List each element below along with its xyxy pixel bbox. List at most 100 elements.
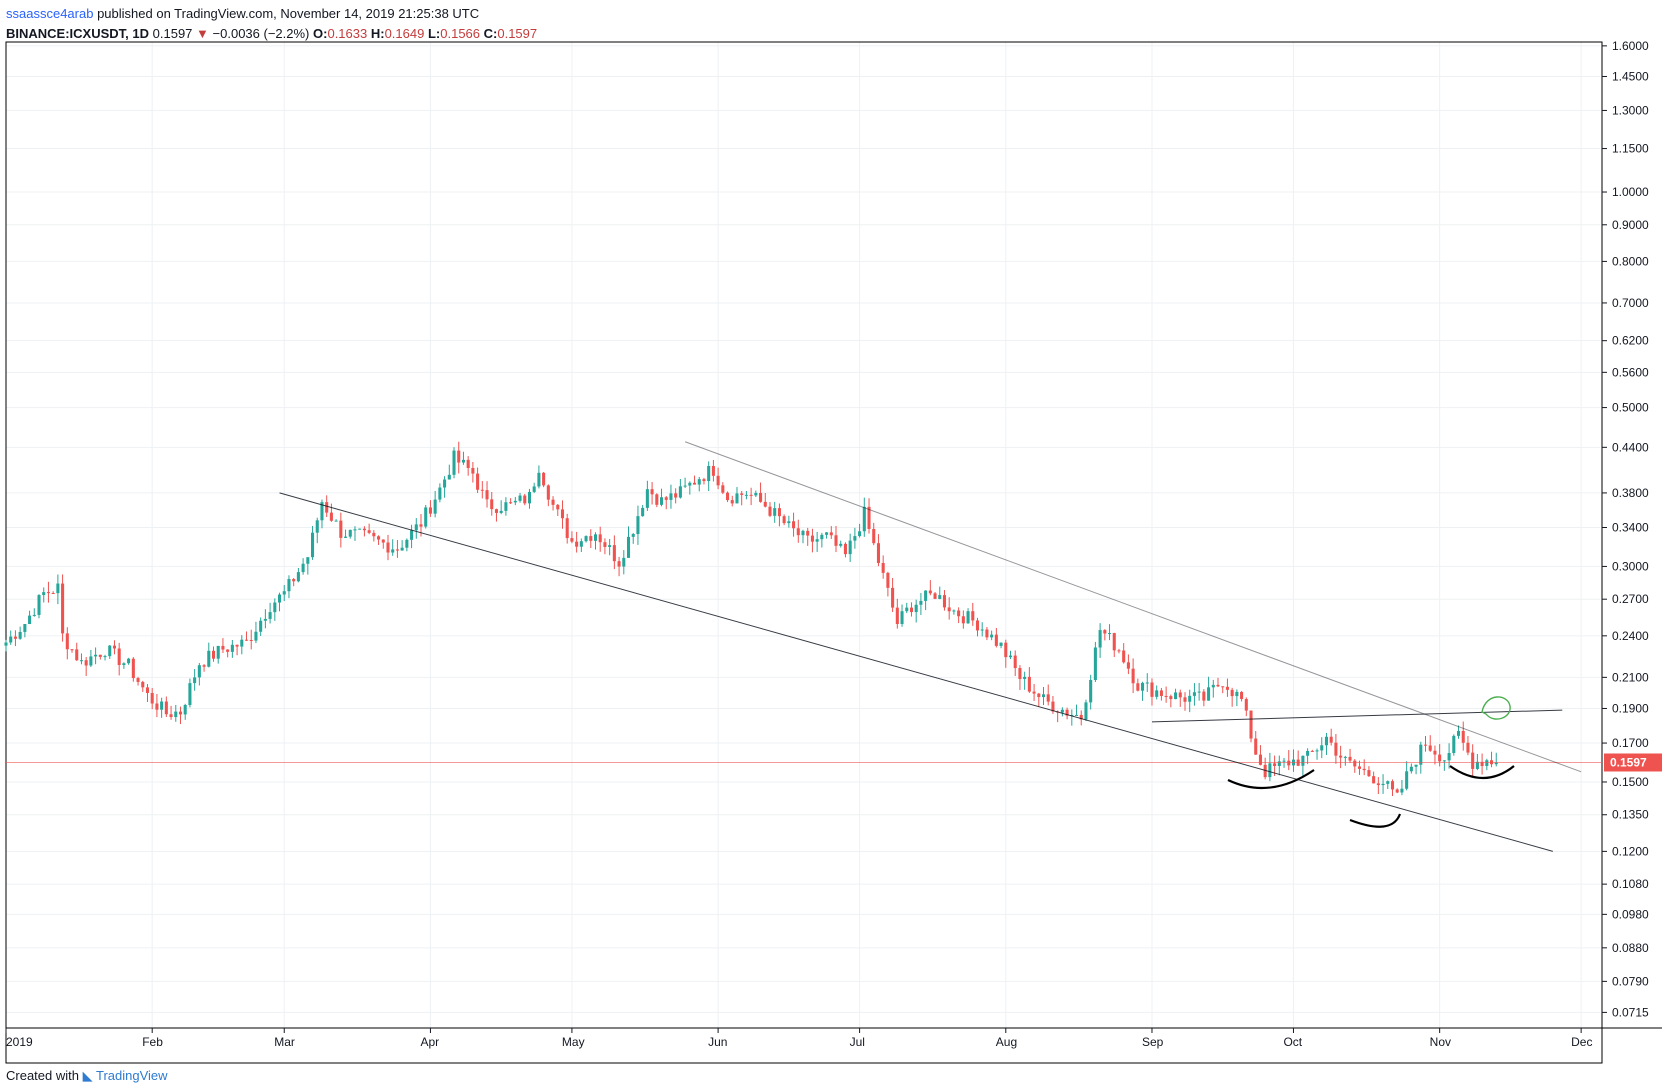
author-link[interactable]: ssaassce4arab xyxy=(6,6,94,21)
candle xyxy=(1419,741,1423,774)
candle xyxy=(358,528,362,530)
candle xyxy=(1339,745,1343,769)
tradingview-brand[interactable]: TradingView xyxy=(96,1068,168,1083)
candle xyxy=(787,515,791,528)
candle xyxy=(1485,758,1489,771)
candle xyxy=(461,451,465,465)
candle xyxy=(259,617,263,636)
y-tick-label: 0.0880 xyxy=(1612,941,1649,955)
x-tick-label: 2019 xyxy=(6,1035,33,1049)
x-tick-label: Oct xyxy=(1283,1035,1302,1049)
candle xyxy=(306,557,310,575)
candle xyxy=(4,639,8,652)
candle xyxy=(532,482,536,494)
candle xyxy=(433,491,437,518)
candle xyxy=(839,540,843,548)
candle xyxy=(51,591,55,595)
candle xyxy=(178,706,183,724)
candle xyxy=(957,607,961,624)
candle xyxy=(1136,678,1140,692)
y-tick-label: 1.6000 xyxy=(1612,39,1649,53)
candle xyxy=(386,534,390,561)
candle xyxy=(1084,699,1088,722)
candle xyxy=(240,635,244,655)
last-price: 0.1597 xyxy=(152,26,193,41)
candle xyxy=(254,621,258,644)
drawings[interactable] xyxy=(279,441,1582,852)
y-tick-label: 1.3000 xyxy=(1612,103,1649,117)
x-tick-label: Mar xyxy=(274,1035,295,1049)
candle xyxy=(848,533,852,562)
candle xyxy=(1367,766,1371,778)
candle xyxy=(1244,697,1248,717)
candle xyxy=(334,519,338,522)
candle xyxy=(1041,687,1046,706)
candle xyxy=(1098,623,1102,658)
candle xyxy=(575,531,579,553)
candle xyxy=(1023,671,1027,690)
candle xyxy=(131,657,135,682)
candle xyxy=(858,523,862,538)
candle xyxy=(1438,744,1442,767)
price-axis[interactable]: 1.6000 1.4500 1.3000 1.1500 1.0000 0.9000 0.80… xyxy=(1602,39,1649,1020)
candle xyxy=(193,669,197,691)
created-with-text: Created with xyxy=(6,1068,79,1083)
low-value: 0.1566 xyxy=(440,26,481,41)
candle xyxy=(1037,692,1041,707)
candle xyxy=(362,526,366,537)
candle xyxy=(579,538,583,552)
candle xyxy=(952,609,956,615)
y-tick-label: 0.4400 xyxy=(1612,440,1649,454)
close-value: 0.1597 xyxy=(497,26,538,41)
candle xyxy=(18,626,22,640)
candle xyxy=(216,645,220,664)
candle xyxy=(900,604,904,627)
publish-info: ssaassce4arab published on TradingView.c… xyxy=(6,4,537,24)
candle xyxy=(1291,749,1295,772)
x-tick-label: Sep xyxy=(1142,1035,1164,1049)
candle xyxy=(1018,665,1022,690)
candle xyxy=(589,529,593,549)
candle xyxy=(1310,749,1314,752)
candle xyxy=(1155,685,1159,700)
candle xyxy=(42,587,46,603)
candle xyxy=(938,586,942,600)
candle xyxy=(509,498,513,505)
candle xyxy=(1301,755,1305,777)
x-tick-label: Nov xyxy=(1430,1035,1451,1049)
candle xyxy=(1334,733,1338,764)
y-tick-label: 0.7000 xyxy=(1612,296,1649,310)
upper-channel-line[interactable] xyxy=(684,441,1582,773)
candle xyxy=(971,602,975,626)
candle xyxy=(655,493,659,508)
time-axis[interactable]: 2019 Feb Mar Apr May Jun Jul Aug Sep Oct Nov Dec xyxy=(5,1028,1592,1049)
x-tick-label: May xyxy=(562,1035,585,1049)
candle xyxy=(1456,725,1461,739)
candle xyxy=(636,505,640,545)
symbol-label[interactable]: BINANCE:ICXUSDT, 1D xyxy=(6,26,150,41)
candle xyxy=(834,526,838,553)
candle xyxy=(1381,774,1385,794)
candle xyxy=(268,602,272,624)
candle xyxy=(471,461,475,483)
candle xyxy=(1395,788,1399,794)
candle xyxy=(1433,745,1437,765)
candle xyxy=(942,590,947,611)
neckline[interactable] xyxy=(1151,709,1563,723)
candle xyxy=(1235,689,1239,707)
candle xyxy=(1386,780,1390,789)
candle xyxy=(560,500,565,529)
candle xyxy=(443,476,447,498)
candle xyxy=(608,538,612,556)
candle xyxy=(1329,728,1333,746)
candle xyxy=(273,598,277,621)
chart-grid xyxy=(5,42,1600,1028)
candle xyxy=(466,456,470,476)
candle xyxy=(584,535,588,543)
candle xyxy=(490,491,494,516)
candle xyxy=(825,532,829,539)
lower-channel-line[interactable] xyxy=(279,492,1553,852)
candle xyxy=(94,647,98,665)
candle xyxy=(1348,748,1352,764)
